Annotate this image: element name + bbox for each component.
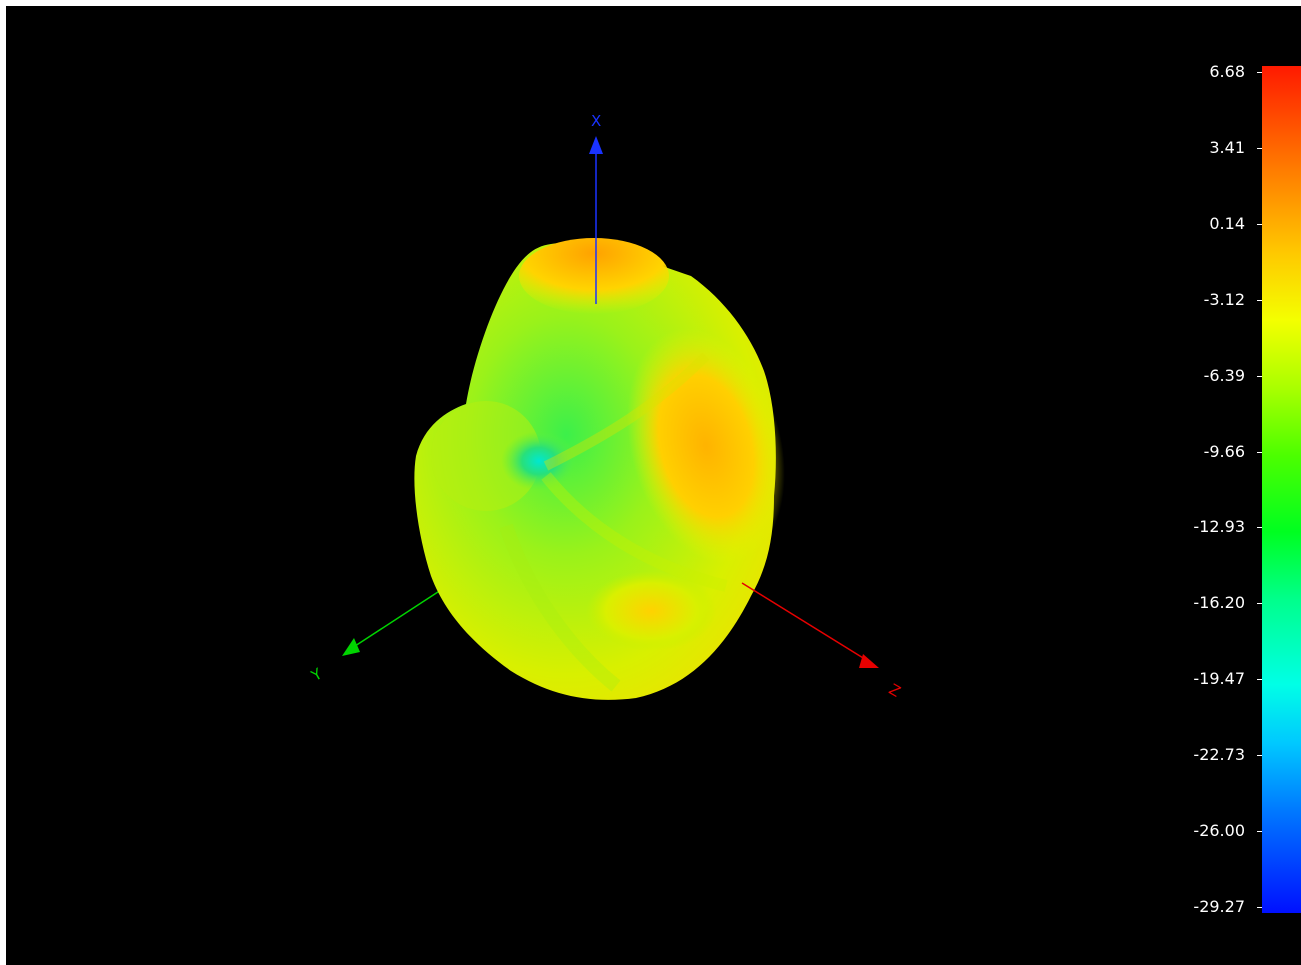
- colorbar-tick-mark: [1257, 603, 1262, 605]
- colorbar-tick-mark: [1257, 679, 1262, 681]
- colorbar-tick-label: -22.73: [1193, 745, 1245, 765]
- colorbar-tick-label: 6.68: [1209, 62, 1245, 81]
- colorbar-tick-mark: [1257, 299, 1262, 301]
- colorbar-tick-mark: [1257, 451, 1262, 453]
- colorbar-tick-mark: [1257, 147, 1262, 149]
- z-axis: Z: [741, 582, 904, 701]
- colorbar-tick-mark: [1257, 72, 1262, 73]
- colorbar-tick-label: -19.47: [1193, 669, 1245, 689]
- colorbar-tick-mark: [1257, 755, 1262, 757]
- colorbar-tick-label: -29.27: [1193, 897, 1245, 916]
- z-axis-label: Z: [886, 680, 904, 701]
- 3d-scene[interactable]: Y X Z: [6, 6, 1186, 965]
- colorbar-tick-label: 3.41: [1209, 137, 1245, 157]
- colorbar-gradient: [1262, 66, 1301, 913]
- colorbar-tick-label: -6.39: [1203, 365, 1245, 385]
- x-axis-label: X: [591, 112, 601, 130]
- colorbar-tick-mark: [1257, 831, 1262, 833]
- colorbar-tick-label: -9.66: [1203, 441, 1245, 461]
- y-axis-label: Y: [307, 664, 326, 685]
- colorbar-tick-mark: [1257, 907, 1262, 908]
- colorbar-tick-label: -12.93: [1193, 517, 1245, 537]
- colorbar-tick-label: -3.12: [1203, 289, 1245, 309]
- colorbar-tick-mark: [1257, 375, 1262, 377]
- colorbar-tick-mark: [1257, 223, 1262, 225]
- colorbar-tick-mark: [1257, 527, 1262, 529]
- radiation-pattern-surface[interactable]: [414, 238, 809, 700]
- colorbar-tick-label: 0.14: [1209, 213, 1245, 233]
- colorbar-tick-label: -16.20: [1193, 593, 1245, 613]
- colorbar-tick-label: -26.00: [1193, 821, 1245, 841]
- x-axis: X: [589, 112, 603, 304]
- 3d-radiation-pattern-viewport[interactable]: Y X Z 6.68 3.41 0.14 -3.: [6, 6, 1301, 965]
